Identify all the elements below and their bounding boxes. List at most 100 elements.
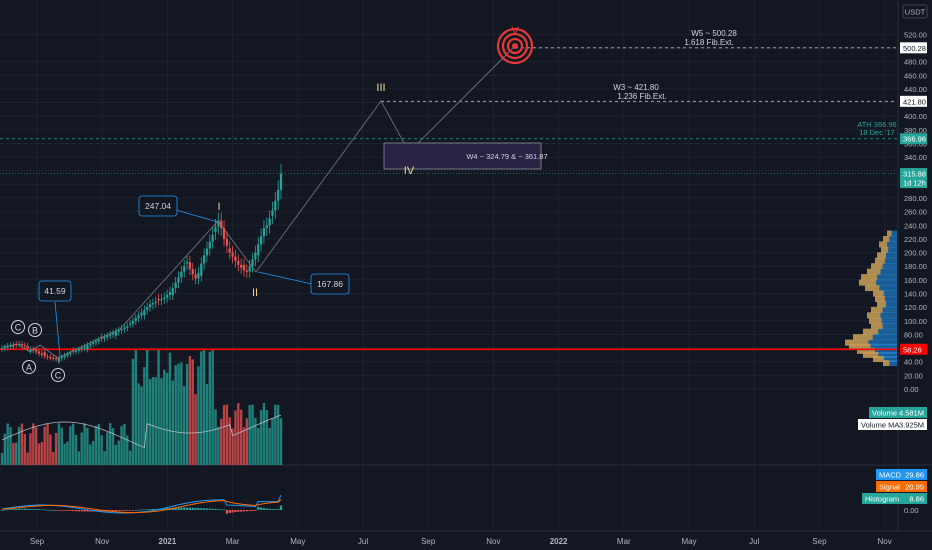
macd-tag: MACD 29.86 bbox=[876, 469, 927, 480]
volume-tag: Volume 4.581M bbox=[869, 407, 927, 418]
candle-body bbox=[200, 263, 203, 276]
volume-bar bbox=[191, 359, 194, 465]
svg-text:41.59: 41.59 bbox=[44, 286, 66, 296]
volume-bar bbox=[57, 423, 61, 465]
profile-bar-accent bbox=[849, 343, 871, 350]
time-tick-label: 2022 bbox=[550, 537, 568, 546]
candle-body bbox=[49, 356, 52, 358]
candlestick-series bbox=[0, 163, 283, 365]
candle-body bbox=[120, 328, 123, 331]
price-tick-label: 220.00 bbox=[904, 235, 927, 244]
profile-bar-accent bbox=[859, 279, 877, 286]
volume-bar bbox=[239, 409, 243, 465]
candle-body bbox=[77, 349, 80, 351]
histogram-bar bbox=[151, 508, 154, 510]
volume-bar bbox=[89, 444, 92, 465]
volume-bar bbox=[145, 350, 149, 465]
histogram-bar bbox=[74, 510, 78, 512]
histogram-bar bbox=[134, 509, 137, 511]
profile-bar bbox=[873, 290, 897, 297]
volume-bar bbox=[120, 425, 123, 465]
profile-bar bbox=[875, 295, 897, 302]
volume-bar bbox=[86, 427, 89, 465]
profile-bar bbox=[867, 268, 897, 275]
candle-body bbox=[40, 353, 43, 355]
volume-bar bbox=[126, 435, 129, 465]
profile-bar bbox=[873, 355, 897, 362]
candle-body bbox=[203, 255, 206, 264]
volume-bar bbox=[117, 440, 120, 465]
profile-bar bbox=[845, 339, 897, 346]
time-tick-label: Nov bbox=[95, 537, 109, 546]
candle-body bbox=[46, 356, 49, 358]
histogram-bar bbox=[183, 507, 186, 510]
candle-body bbox=[183, 266, 186, 272]
candle-body bbox=[143, 309, 146, 316]
time-axis[interactable]: Sep Nov 2021 Mar May Jul Sep Nov 2022 Mar May Jul Se… bbox=[30, 537, 892, 546]
candle-body bbox=[217, 220, 220, 227]
candle-body bbox=[277, 189, 280, 201]
histogram-bar bbox=[114, 510, 117, 512]
price-tick-label: 240.00 bbox=[904, 221, 927, 230]
profile-bar bbox=[879, 241, 897, 248]
price-tick-label: 80.00 bbox=[904, 330, 923, 339]
volume-bar bbox=[46, 423, 49, 465]
candle-body bbox=[131, 320, 135, 324]
candle-body bbox=[100, 337, 103, 339]
time-tick-label: May bbox=[290, 537, 305, 546]
histogram-bar bbox=[26, 508, 29, 510]
profile-bar-accent bbox=[861, 274, 878, 281]
candle-body bbox=[69, 352, 72, 355]
histogram-bar bbox=[120, 510, 123, 511]
histogram-bar bbox=[277, 509, 280, 510]
profile-bar-accent bbox=[879, 241, 888, 248]
candle-body bbox=[271, 210, 274, 216]
volume-bar bbox=[12, 442, 15, 465]
histogram-bar bbox=[6, 509, 9, 511]
volume-bar bbox=[151, 377, 155, 465]
volume-bar bbox=[251, 404, 254, 465]
profile-bar-accent bbox=[863, 328, 879, 335]
volume-bar bbox=[234, 410, 237, 465]
candle-body bbox=[89, 343, 92, 346]
svg-text:4.581M: 4.581M bbox=[899, 409, 924, 418]
volume-bar bbox=[83, 423, 86, 465]
wave-IV-label: IV bbox=[404, 165, 415, 177]
histogram-bar bbox=[49, 509, 52, 511]
w3-fib-label: 1.236 Fib.Ext. bbox=[617, 92, 666, 101]
candle-body bbox=[66, 354, 69, 356]
candle-body bbox=[9, 345, 12, 347]
price-tick-label: 160.00 bbox=[904, 276, 927, 285]
volume-bar bbox=[200, 351, 203, 465]
volume-bar bbox=[268, 427, 271, 465]
histogram-bar bbox=[259, 507, 263, 510]
svg-text:29.86: 29.86 bbox=[905, 471, 924, 480]
profile-bar-accent bbox=[877, 252, 886, 259]
histogram-bar bbox=[251, 510, 254, 512]
volume-bar bbox=[15, 442, 18, 465]
candle-body bbox=[194, 274, 197, 279]
volume-bar bbox=[217, 426, 220, 465]
histogram-bar bbox=[126, 510, 129, 511]
price-tick-label: 400.00 bbox=[904, 112, 927, 121]
volume-bar bbox=[259, 410, 263, 465]
macd-tick-label: 0.00 bbox=[904, 506, 919, 515]
volume-bar bbox=[9, 427, 12, 465]
volume-bar bbox=[242, 427, 246, 465]
histogram-bar bbox=[57, 510, 61, 511]
candle-body bbox=[43, 352, 46, 357]
w3-label: W3 ~ 421.80 bbox=[613, 83, 659, 92]
candle-body bbox=[52, 357, 55, 359]
volume-bar bbox=[91, 441, 95, 465]
histogram-bar bbox=[242, 510, 246, 512]
candle-body bbox=[262, 228, 266, 237]
histogram-bar bbox=[52, 509, 55, 511]
target-icon bbox=[496, 27, 534, 65]
volume-bar bbox=[128, 450, 132, 465]
time-tick-label: Jul bbox=[749, 537, 759, 546]
price-tick-label: 280.00 bbox=[904, 194, 927, 203]
callout-247-04: 247.04 bbox=[138, 195, 219, 223]
candle-body bbox=[57, 358, 61, 362]
